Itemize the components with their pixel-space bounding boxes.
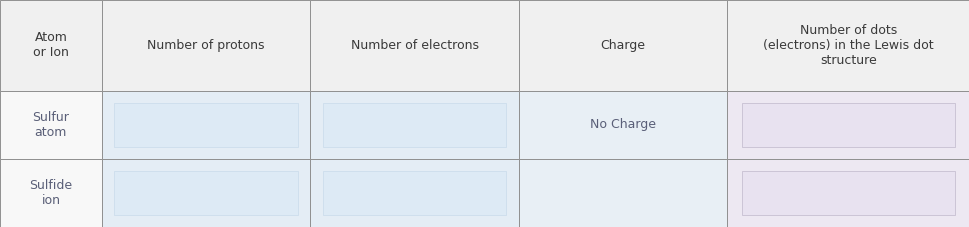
Text: Sulfide
ion: Sulfide ion (29, 179, 73, 207)
Bar (741, 171, 954, 215)
Bar (0, 91, 102, 159)
Bar (518, 91, 727, 159)
Text: Atom
or Ion: Atom or Ion (33, 31, 69, 59)
Bar (102, 91, 310, 159)
Text: Sulfur
atom: Sulfur atom (32, 111, 70, 139)
Bar (310, 0, 518, 91)
Bar (727, 91, 969, 159)
Bar (727, 159, 969, 227)
Bar (102, 0, 310, 91)
Text: Number of dots
(electrons) in the Lewis dot
structure: Number of dots (electrons) in the Lewis … (763, 24, 933, 67)
Bar (323, 171, 506, 215)
Bar (727, 0, 969, 91)
Bar (114, 171, 297, 215)
Bar (114, 103, 297, 147)
Bar (518, 0, 727, 91)
Bar (323, 103, 506, 147)
Bar (310, 159, 518, 227)
Bar (0, 0, 102, 91)
Bar (518, 159, 727, 227)
Bar (0, 159, 102, 227)
Text: No Charge: No Charge (589, 118, 656, 131)
Text: Number of protons: Number of protons (147, 39, 265, 52)
Bar (102, 159, 310, 227)
Text: Charge: Charge (600, 39, 645, 52)
Bar (741, 103, 954, 147)
Bar (310, 91, 518, 159)
Text: Number of electrons: Number of electrons (351, 39, 478, 52)
